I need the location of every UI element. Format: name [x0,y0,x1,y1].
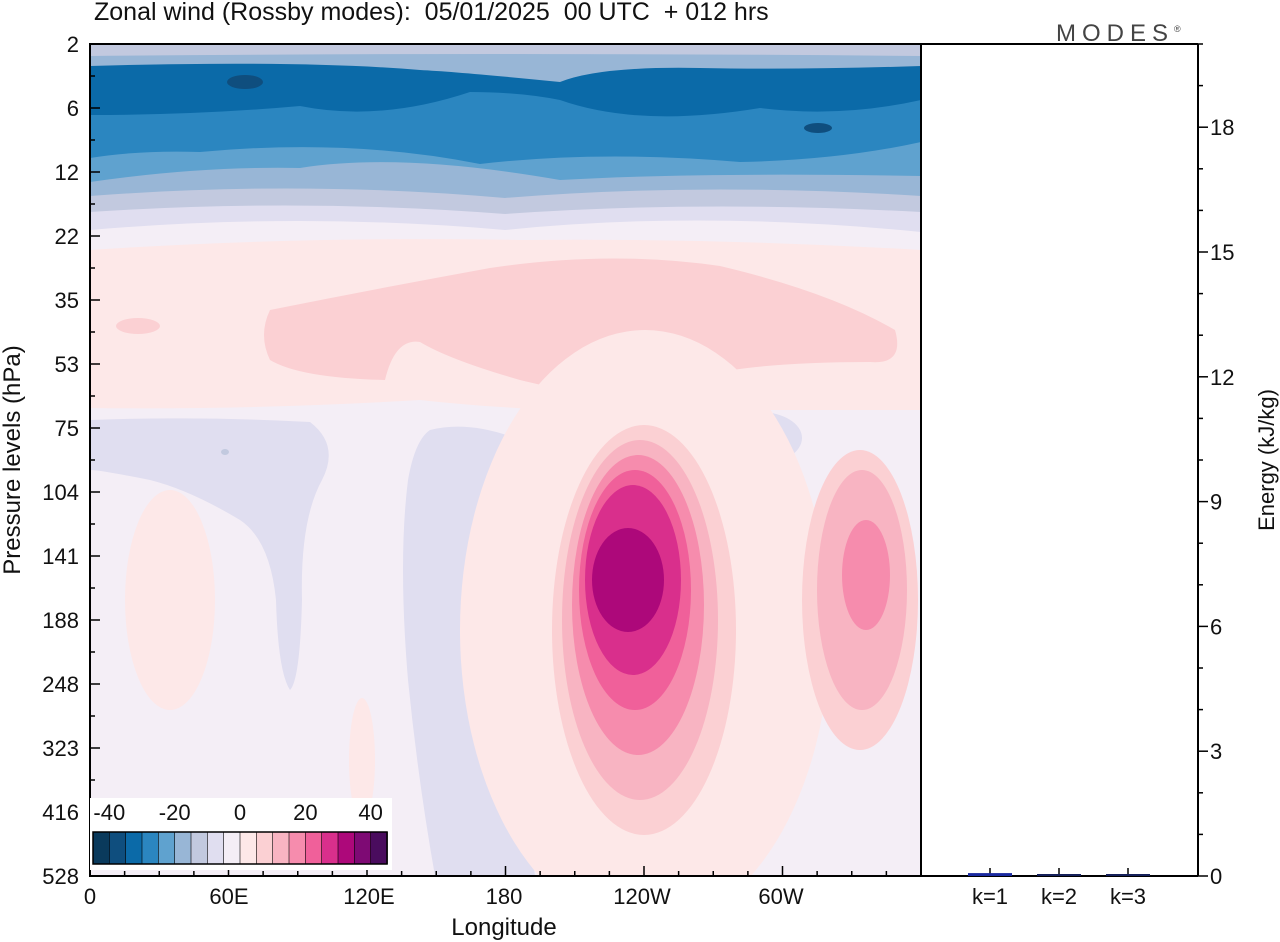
westerly-core [592,528,664,632]
energy-tick-label: 18 [1210,115,1234,140]
energy-tick-label: 6 [1210,614,1222,639]
y-tick-label: 323 [42,736,79,761]
easterly-blob [90,418,329,690]
easterly-core [227,75,263,89]
y-tick-label: 104 [42,480,79,505]
energy-axis-label: Energy (kJ/kg) [1254,389,1279,531]
y-tick-label: 2 [67,32,79,57]
colorbar-swatch [92,831,111,865]
y-tick-label: 6 [67,96,79,121]
colorbar-frame [92,831,388,865]
x-tick-label: 120W [613,884,671,909]
colorbar-tick-label: 0 [234,800,246,825]
x-tick-label: 0 [84,884,96,909]
colorbar-tick-label: -40 [93,800,125,825]
westerly-tongue [125,490,215,710]
colorbar-swatch [125,831,143,865]
colorbar-swatch [207,831,225,865]
easterly-band [90,44,921,56]
energy-tick-label: 15 [1210,240,1234,265]
y-tick-label: 22 [55,224,79,249]
energy-tick-label: 0 [1210,864,1222,889]
x-tick-label: 120E [343,884,394,909]
y-tick-label: 75 [55,416,79,441]
colorbar-swatch [174,831,192,865]
easterly-core [221,449,229,455]
y-tick-label: 141 [42,544,79,569]
x-axis-label: Longitude [451,914,556,941]
wind-contour-field [90,44,921,876]
colorbar-swatch [321,831,339,865]
colorbar-swatch [305,831,323,865]
colorbar-swatch [109,831,127,865]
westerly-jet [842,520,890,630]
energy-bar [1106,874,1150,876]
energy-tick-label: 9 [1210,490,1222,515]
energy-bar [1037,874,1081,876]
x-tick-label: 180 [486,884,523,909]
energy-axis: 0 3 6 9 12 15 18 [1198,43,1234,889]
westerly-patch [264,258,898,397]
colorbar-swatch [256,831,274,865]
colorbar-swatch [370,831,388,865]
colorbar-swatch [337,831,356,865]
y-tick-label: 35 [55,288,79,313]
x-tick-label: 60E [209,884,248,909]
bar-category-label: k=3 [1110,884,1146,909]
colorbar-swatch [190,831,209,865]
colorbar-swatch [354,831,372,865]
brand-logo: MODES® [1056,20,1181,47]
x-tick-label: 60W [758,884,803,909]
colorbar: -40 -20 0 20 40 [90,798,392,870]
colorbar-swatch [158,831,176,865]
energy-tick-label: 12 [1210,365,1234,390]
y-tick-label: 12 [55,160,79,185]
chart-title: Zonal wind (Rossby modes): 05/01/2025 00… [94,0,769,26]
colorbar-swatch [239,831,258,865]
colorbar-tick-label: 20 [293,800,317,825]
y-tick-label: 416 [42,800,79,825]
colorbar-swatch [141,831,160,865]
westerly-tongue [349,698,375,822]
energy-bar [968,873,1012,876]
y-tick-label: 188 [42,608,79,633]
easterly-core [804,123,832,133]
colorbar-tick-label: -20 [159,800,191,825]
colorbar-swatch [223,831,241,865]
energy-bars: k=1 k=2 k=3 [968,868,1150,909]
y-tick-label: 528 [42,864,79,889]
energy-tick-label: 3 [1210,739,1222,764]
y-tick-label: 248 [42,672,79,697]
colorbar-swatch [272,831,290,865]
colorbar-tick-label: 40 [358,800,382,825]
x-axis: 0 60E 120E 180 120W 60W [84,866,922,909]
colorbar-swatch [288,831,307,865]
y-axis: 2 6 12 22 35 53 75 104 141 188 248 323 416 528 [42,32,100,889]
westerly-patch [116,318,160,334]
bar-category-label: k=1 [972,884,1008,909]
bar-category-label: k=2 [1041,884,1077,909]
y-axis-label: Pressure levels (hPa) [0,345,26,574]
y-tick-label: 53 [55,352,79,377]
